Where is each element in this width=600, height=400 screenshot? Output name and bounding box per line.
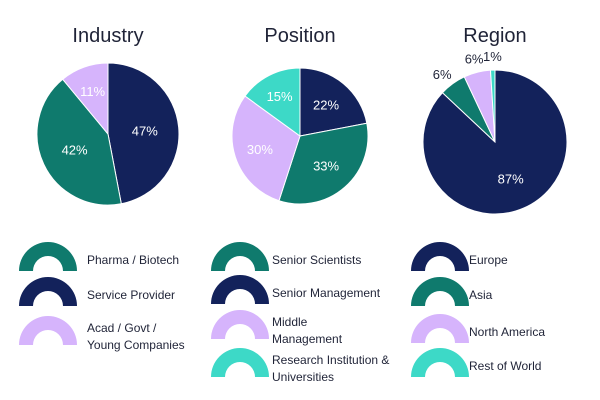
legend-label-line: Middle	[272, 315, 308, 329]
legend-label: Rest of World	[469, 359, 541, 373]
legend-label-line: Management	[272, 332, 343, 346]
pie-slice-middle-management	[231, 95, 301, 202]
pie-slice-acad-govt-young-companies	[62, 62, 109, 136]
legend-label-line: Research Institution &	[272, 353, 389, 367]
legend-swatch-acad-govt-young-companies	[19, 316, 77, 345]
legend-swatch-senior-management	[211, 275, 269, 304]
legend-swatch-service-provider	[19, 277, 77, 306]
legend-item-service-provider: Service Provider	[19, 277, 175, 306]
legend-label-line: Senior Management	[272, 286, 381, 300]
slice-label-senior-scientists: 33%	[313, 159, 339, 174]
legend-item-acad-govt-young-companies: Acad / Govt / Young Companies	[19, 316, 185, 352]
legend-label: Middle Management	[272, 315, 343, 346]
legend-label-line: Service Provider	[87, 288, 175, 302]
slice-label-asia: 6%	[433, 67, 452, 82]
legend-swatch-north-america	[411, 314, 469, 343]
legend-item-senior-scientists: Senior Scientists	[211, 242, 361, 271]
legend-item-research-institution-universities: Research Institution & Universities	[211, 348, 389, 384]
legend-swatch-middle-management	[211, 310, 269, 339]
legend-label-line: Rest of World	[469, 359, 541, 373]
legend-swatch-research-institution-universities	[211, 348, 269, 377]
legend-label: Research Institution & Universities	[272, 353, 389, 384]
chart-title: Position	[264, 25, 335, 47]
legend-label: Senior Scientists	[272, 253, 361, 267]
legend-item-middle-management: Middle Management	[211, 310, 343, 346]
legend-label: Europe	[469, 253, 508, 267]
legend-label-line: Asia	[469, 288, 493, 302]
legend-item-north-america: North America	[411, 314, 545, 343]
pie-slice-rest-of-world	[489, 69, 496, 143]
slice-label-rest-of-world: 1%	[483, 49, 502, 64]
slice-label-north-america: 6%	[465, 51, 484, 66]
legend-label: Service Provider	[87, 288, 175, 302]
legend-label-line: Young Companies	[87, 338, 185, 352]
pie-slice-research-institution-universities	[244, 67, 301, 137]
slice-label-senior-management: 22%	[313, 98, 339, 113]
legend-label-line: Universities	[272, 370, 334, 384]
legend-label: Pharma / Biotech	[87, 253, 179, 267]
legend-label-line: Acad / Govt /	[87, 321, 157, 335]
legend-item-pharma-biotech: Pharma / Biotech	[19, 242, 179, 271]
slice-label-europe: 87%	[498, 171, 524, 186]
legend-label-line: Europe	[469, 253, 508, 267]
slice-label-service-provider: 47%	[132, 124, 158, 139]
legend-label-line: Pharma / Biotech	[87, 253, 179, 267]
chart-industry: Industry 47% 42% 11% Pharma / Biotech Service…	[19, 25, 185, 352]
slice-label-research-institution-universities: 15%	[267, 89, 293, 104]
slice-label-pharma-biotech: 42%	[62, 143, 88, 158]
legend-swatch-asia	[411, 277, 469, 306]
legend-swatch-europe	[411, 242, 469, 271]
legend-item-senior-management: Senior Management	[211, 275, 381, 304]
legend-item-europe: Europe	[411, 242, 508, 271]
pie-slice-senior-scientists	[278, 122, 369, 205]
legend-item-asia: Asia	[411, 277, 493, 306]
legend-label-line: North America	[469, 325, 545, 339]
chart-position: Position 22% 33% 30% 15% Senior Scientists Sen…	[211, 25, 389, 384]
legend-item-rest-of-world: Rest of World	[411, 348, 541, 377]
legend-label-line: Senior Scientists	[272, 253, 361, 267]
pie-slice-senior-management	[299, 67, 368, 137]
chart-title: Region	[463, 25, 526, 47]
legend-swatch-senior-scientists	[211, 242, 269, 271]
legend-label: Asia	[469, 288, 493, 302]
chart-title: Industry	[72, 25, 143, 47]
slice-label-middle-management: 30%	[247, 142, 273, 157]
pie-slice-pharma-biotech	[36, 78, 122, 206]
legend-swatch-rest-of-world	[411, 348, 469, 377]
legend-swatch-pharma-biotech	[19, 242, 77, 271]
slice-label-acad-govt-young-companies: 11%	[80, 84, 105, 99]
legend-label: Senior Management	[272, 286, 381, 300]
pie-slice-service-provider	[107, 62, 180, 205]
legend-label: Acad / Govt / Young Companies	[87, 321, 185, 352]
legend-label: North America	[469, 325, 545, 339]
